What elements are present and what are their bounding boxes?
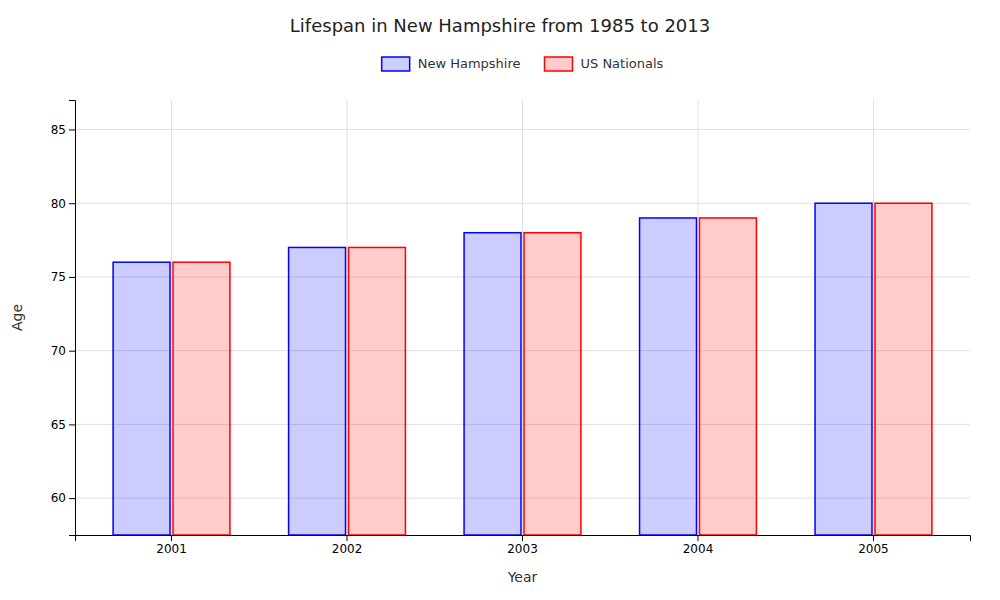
legend-item: New Hampshire bbox=[382, 56, 521, 71]
tick-label: 2001 bbox=[156, 542, 187, 556]
tick-label: 65 bbox=[51, 418, 66, 432]
series bbox=[173, 203, 932, 535]
tick-mark bbox=[522, 535, 523, 541]
title: Lifespan in New Hampshire from 1985 to 2… bbox=[290, 15, 710, 36]
bar bbox=[289, 247, 346, 535]
tick: 2001 bbox=[156, 535, 187, 556]
tick-label: 75 bbox=[51, 270, 66, 284]
grid-line bbox=[697, 100, 698, 535]
tick-mark bbox=[69, 351, 75, 352]
bar bbox=[349, 247, 406, 535]
tick: 70 bbox=[51, 344, 75, 358]
tick-mark bbox=[873, 535, 874, 541]
bar bbox=[524, 233, 581, 535]
bar bbox=[699, 218, 756, 535]
legend: New Hampshire US Nationals bbox=[382, 56, 664, 71]
tick-label: 2002 bbox=[332, 542, 363, 556]
tick-mark bbox=[69, 129, 75, 130]
grid-line bbox=[522, 100, 523, 535]
bar bbox=[640, 218, 697, 535]
legend-item: US Nationals bbox=[544, 56, 663, 71]
tick-label: 80 bbox=[51, 197, 66, 211]
tick-mark bbox=[697, 535, 698, 541]
tick: 2004 bbox=[683, 535, 714, 556]
axis-line bbox=[69, 101, 76, 536]
y-axis: 60 65 70 75 80 85 bbox=[51, 101, 76, 536]
tick-label: 70 bbox=[51, 344, 66, 358]
tick: 65 bbox=[51, 418, 75, 432]
tick-label: 60 bbox=[51, 491, 66, 505]
x-axis: 2001 2002 2003 2004 2005 bbox=[76, 535, 971, 556]
legend-label: New Hampshire bbox=[418, 56, 521, 71]
tick: 60 bbox=[51, 491, 75, 505]
legend-swatch bbox=[382, 57, 410, 71]
tick: 75 bbox=[51, 270, 75, 284]
tick: 2005 bbox=[858, 535, 889, 556]
x-axis-title: Year bbox=[507, 569, 538, 585]
tick-mark bbox=[69, 277, 75, 278]
tick-label: 2004 bbox=[683, 542, 714, 556]
tick-label: 2003 bbox=[507, 542, 538, 556]
tick-label: 85 bbox=[51, 123, 66, 137]
tick-mark bbox=[347, 535, 348, 541]
bar bbox=[113, 262, 170, 535]
legend-swatch bbox=[544, 57, 572, 71]
legend-label: US Nationals bbox=[580, 56, 663, 71]
y-axis-title: Age bbox=[9, 304, 25, 331]
bar bbox=[815, 203, 872, 535]
grid-line bbox=[171, 100, 172, 535]
tick: 85 bbox=[51, 123, 75, 137]
tick-mark bbox=[69, 203, 75, 204]
tick-mark bbox=[69, 424, 75, 425]
bars bbox=[113, 203, 932, 535]
series bbox=[113, 203, 872, 535]
bar bbox=[875, 203, 932, 535]
grid bbox=[75, 100, 970, 535]
grid-line bbox=[347, 100, 348, 535]
tick: 80 bbox=[51, 197, 75, 211]
chart: 60 65 70 75 80 85 2001 2002 2003 2004 2005 Year Age L… bbox=[0, 0, 1000, 600]
tick: 2002 bbox=[332, 535, 363, 556]
bar bbox=[464, 233, 521, 535]
bar bbox=[173, 262, 230, 535]
axis-line bbox=[76, 536, 971, 542]
tick-label: 2005 bbox=[858, 542, 889, 556]
tick-mark bbox=[171, 535, 172, 541]
plot: 60 65 70 75 80 85 2001 2002 2003 2004 2005 bbox=[51, 100, 971, 556]
tick-mark bbox=[69, 498, 75, 499]
grid-line bbox=[873, 100, 874, 535]
tick: 2003 bbox=[507, 535, 538, 556]
